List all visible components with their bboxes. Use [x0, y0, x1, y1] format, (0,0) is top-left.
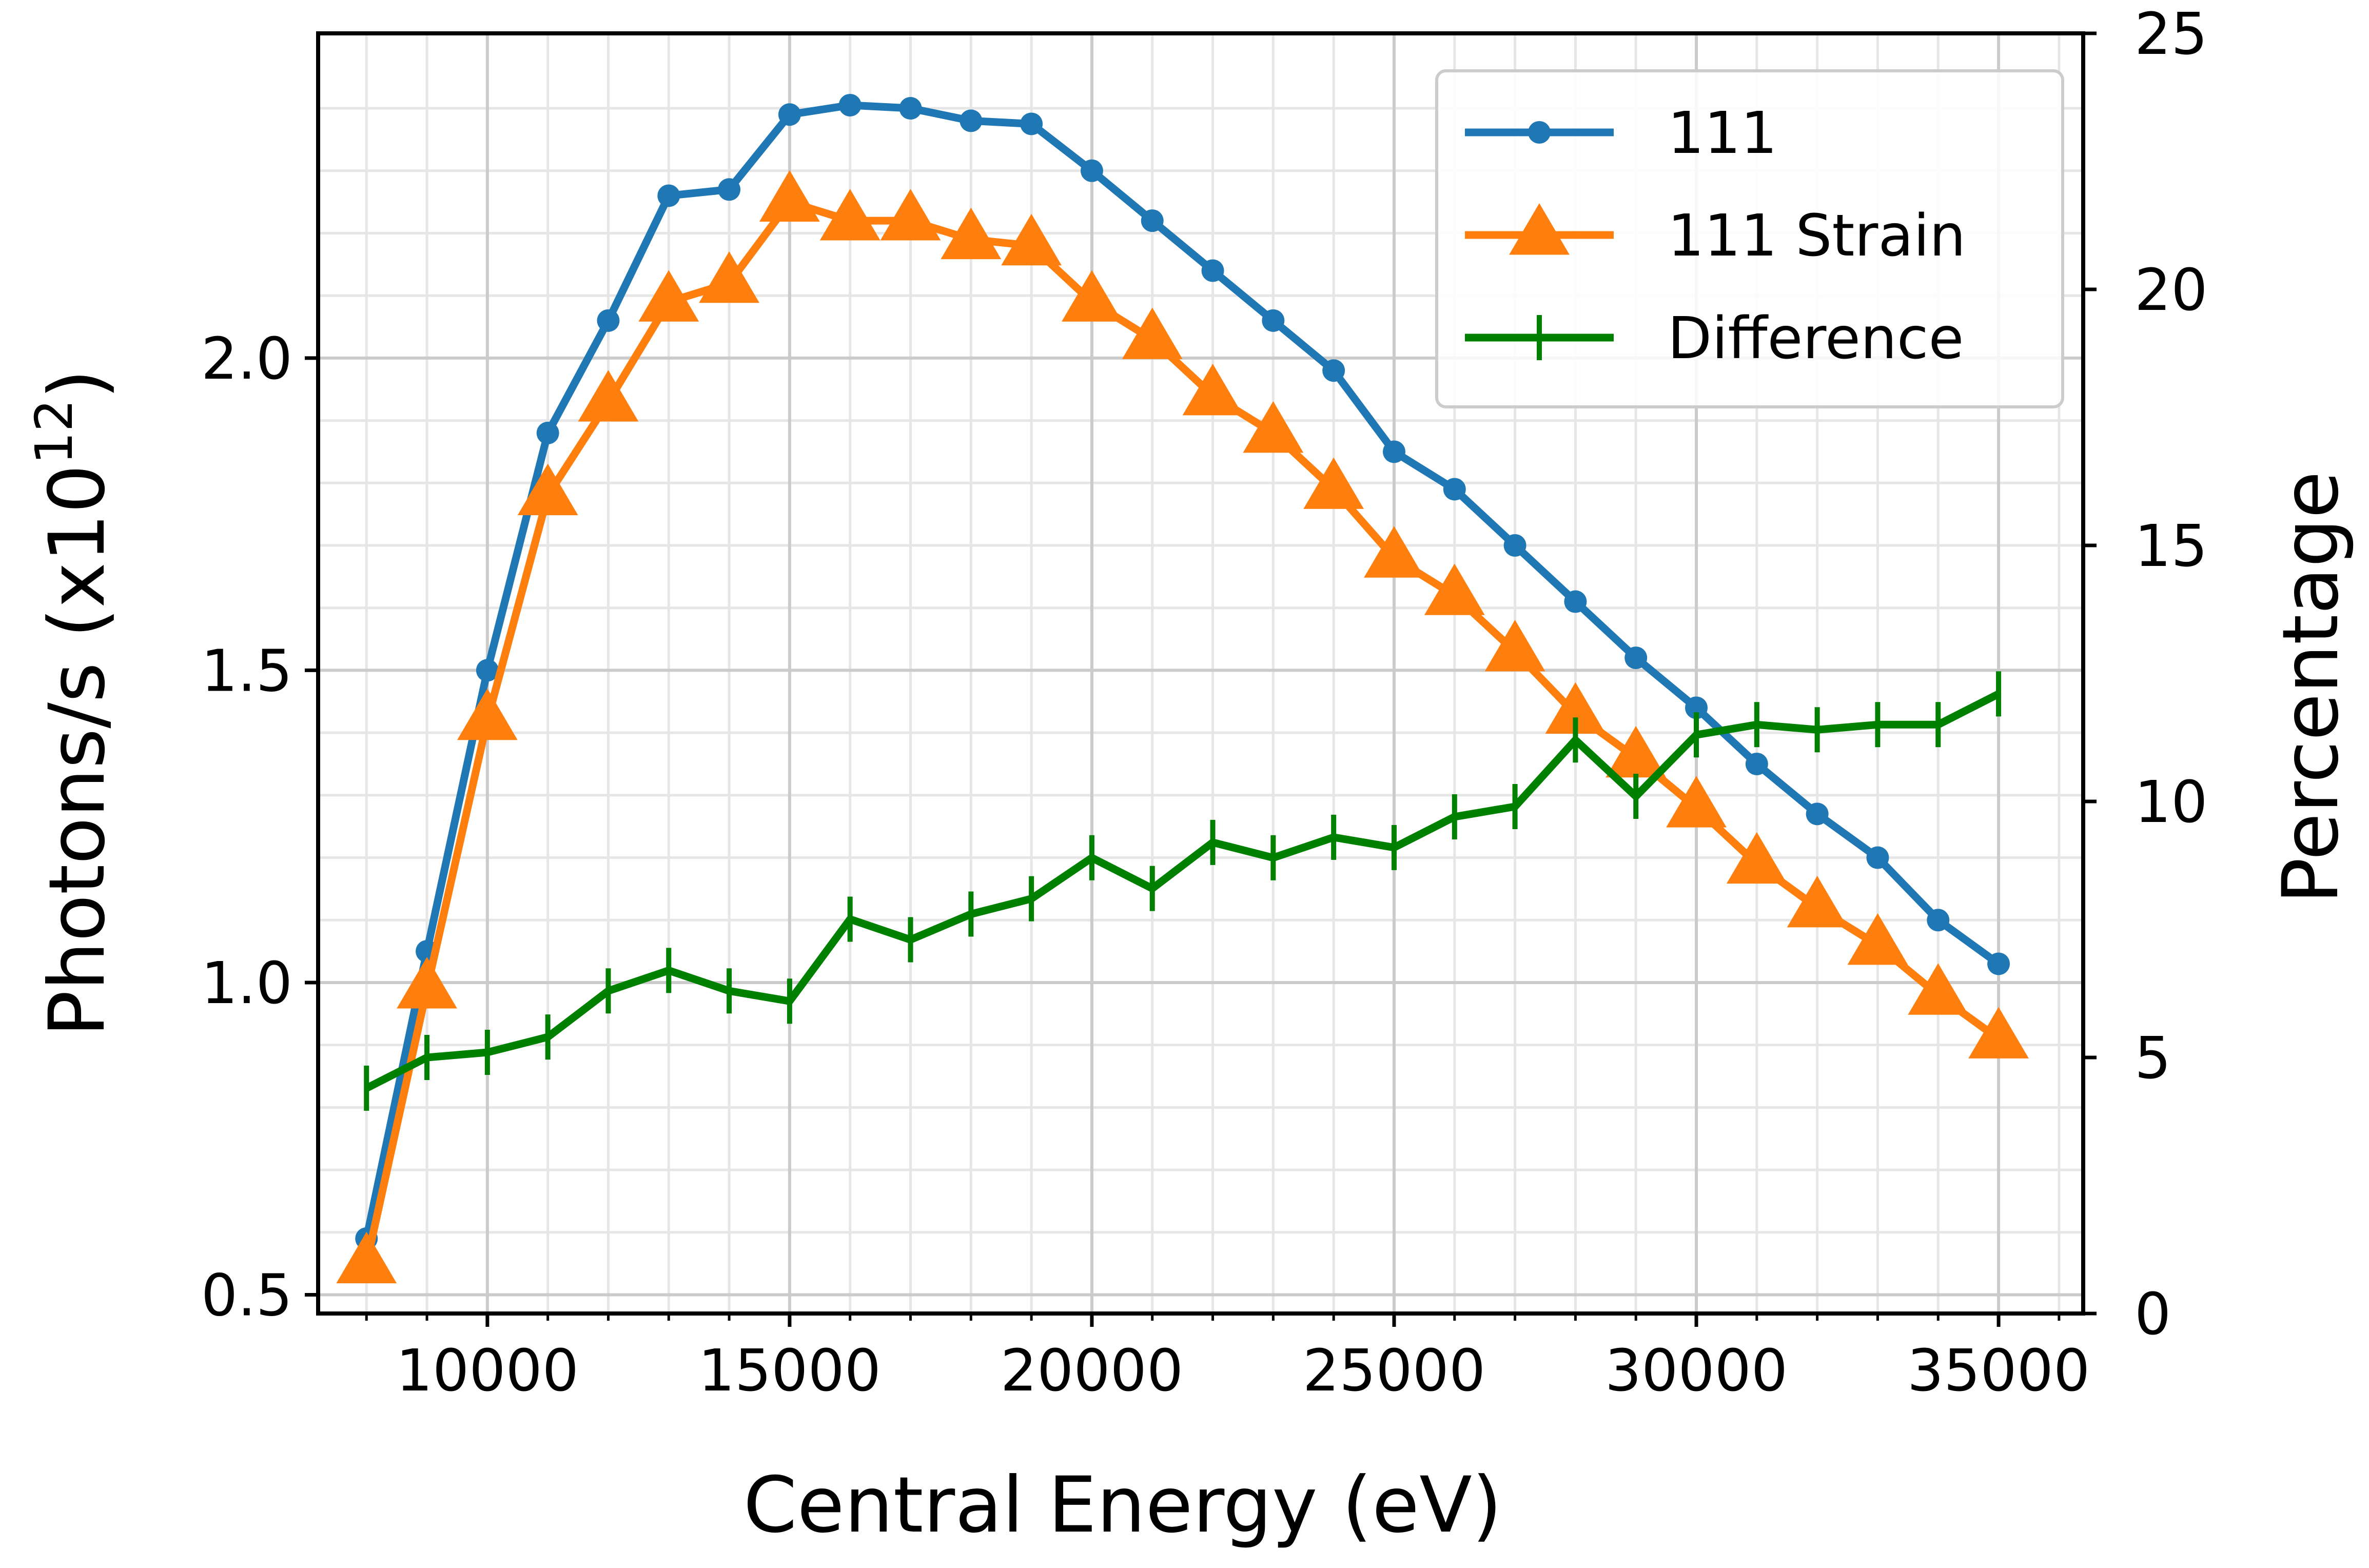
legend: 111 111 Strain Difference — [1435, 69, 2064, 408]
y-tick-label: 1.5 — [201, 638, 292, 704]
data-point-marker — [578, 370, 639, 422]
data-point-marker — [1364, 526, 1424, 578]
data-point-marker — [1624, 646, 1648, 670]
legend-marker — [1509, 203, 1570, 255]
data-point-marker — [1908, 963, 1969, 1015]
data-point-marker — [778, 103, 801, 126]
data-point-marker — [1141, 209, 1164, 232]
legend-label: 111 Strain — [1668, 203, 1966, 269]
series-layer — [336, 93, 2029, 1284]
data-point-marker — [1243, 401, 1304, 453]
data-point-marker — [1564, 590, 1587, 613]
data-point-marker — [476, 659, 499, 682]
legend-marker — [1528, 121, 1551, 144]
x-tick-label: 30000 — [1605, 1338, 1788, 1404]
data-point-marker — [517, 463, 578, 516]
data-point-marker — [1927, 909, 1950, 932]
data-point-marker — [1503, 534, 1526, 557]
data-point-marker — [1745, 752, 1768, 775]
data-point-marker — [880, 189, 941, 241]
y2-tick-label: 0 — [2135, 1281, 2171, 1348]
data-point-marker — [899, 97, 922, 120]
y-tick-label: 1.0 — [201, 950, 292, 1017]
data-point-marker — [1303, 457, 1364, 509]
data-point-marker — [597, 309, 620, 332]
data-point-marker — [1968, 1007, 2029, 1059]
data-point-marker — [1262, 309, 1285, 332]
y2-axis-title: Percentage — [2266, 471, 2356, 904]
data-point-marker — [336, 1231, 397, 1284]
data-point-marker — [1484, 619, 1545, 672]
y-tick-label: 2.0 — [201, 326, 292, 393]
data-point-marker — [1443, 478, 1466, 501]
y2-tick-label: 20 — [2135, 257, 2208, 324]
data-point-marker — [638, 270, 699, 322]
data-point-marker — [1322, 359, 1345, 382]
data-point-marker — [1806, 802, 1829, 826]
legend-label: 111 — [1668, 100, 1777, 167]
data-point-marker — [759, 170, 820, 222]
series-line — [362, 198, 2001, 1265]
x-tick-label: 15000 — [698, 1338, 881, 1404]
data-point-marker — [1847, 913, 1908, 965]
data-point-marker — [1182, 363, 1243, 416]
x-tick-label: 25000 — [1303, 1338, 1485, 1404]
legend-box — [1435, 69, 2064, 408]
data-point-marker — [1080, 159, 1103, 182]
data-point-marker — [1666, 776, 1727, 828]
data-point-marker — [718, 178, 741, 201]
y-axis-title-suffix: ) — [33, 369, 122, 399]
y-tick-label: 0.5 — [201, 1262, 292, 1329]
y2-tick-label: 5 — [2135, 1025, 2171, 1092]
data-point-marker — [1201, 259, 1224, 282]
data-point-marker — [1787, 875, 1848, 928]
data-point-marker — [1685, 696, 1708, 719]
y2-tick-label: 25 — [2135, 1, 2208, 68]
x-tick-label: 10000 — [396, 1338, 579, 1404]
data-point-marker — [1382, 440, 1405, 463]
y-axis-title-exponent: 12 — [24, 399, 84, 464]
data-point-marker — [1020, 112, 1043, 135]
data-point-marker — [1726, 832, 1787, 884]
data-point-marker — [1866, 846, 1889, 869]
data-point-marker — [457, 688, 518, 740]
y-axis-title-base: Photons/s (x10 — [33, 464, 122, 1037]
data-point-marker — [1545, 682, 1606, 734]
data-point-marker — [1122, 307, 1183, 359]
x-axis-title: Central Energy (eV) — [743, 1461, 1502, 1550]
data-point-marker — [1987, 952, 2010, 975]
data-point-marker — [397, 957, 457, 1009]
data-point-marker — [838, 93, 862, 116]
data-point-marker — [699, 251, 759, 303]
y-axis-title: Photons/s (x1012) — [24, 369, 122, 1036]
data-point-marker — [960, 109, 983, 132]
data-point-marker — [819, 189, 880, 241]
data-point-marker — [657, 184, 680, 207]
series-line — [364, 690, 2001, 1092]
data-point-marker — [1062, 270, 1122, 322]
plot-frame — [316, 31, 2085, 1316]
data-point-marker — [941, 207, 1002, 260]
data-point-marker — [1001, 213, 1062, 266]
x-tick-label: 20000 — [1001, 1338, 1183, 1404]
y2-tick-label: 10 — [2135, 769, 2208, 836]
data-point-marker — [536, 421, 559, 444]
y2-tick-label: 15 — [2135, 513, 2208, 580]
legend-label: Difference — [1668, 305, 1964, 372]
series-line — [362, 101, 2001, 1240]
data-point-marker — [1606, 726, 1667, 778]
axes-layer: 10000 15000 20000 25000 30000 35000 0.5 1.0 1.5 2… — [201, 1, 2208, 1404]
data-point-marker — [1424, 563, 1485, 615]
x-tick-label: 35000 — [1907, 1338, 2090, 1404]
